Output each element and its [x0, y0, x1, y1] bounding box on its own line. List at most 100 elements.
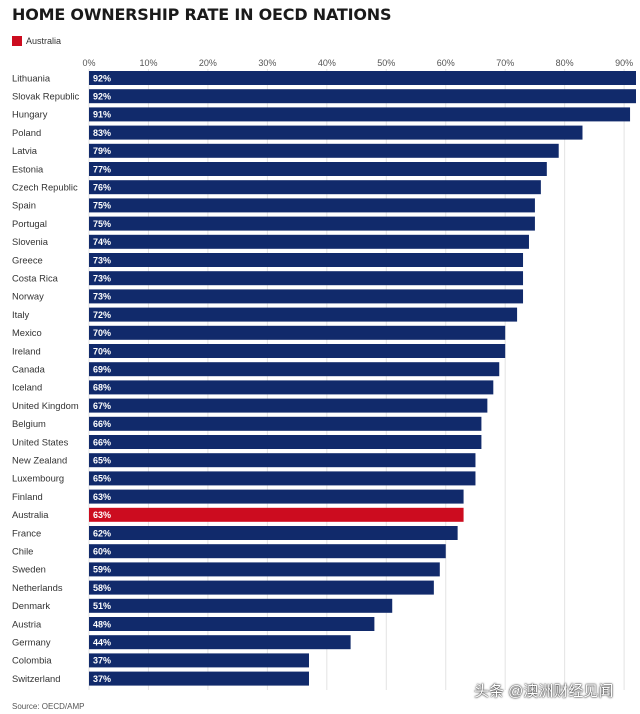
value-label: 73%: [93, 292, 111, 302]
value-label: 72%: [93, 310, 111, 320]
category-label: Czech Republic: [12, 182, 78, 193]
bar: [89, 471, 476, 486]
bar: [89, 362, 500, 377]
bar: [89, 162, 547, 176]
value-label: 77%: [93, 164, 111, 174]
category-label: Australia: [12, 509, 49, 520]
value-label: 63%: [93, 510, 111, 520]
category-label: Netherlands: [12, 582, 63, 593]
category-label: Slovenia: [12, 236, 49, 247]
category-label: Italy: [12, 309, 30, 320]
value-label: 91%: [93, 110, 111, 120]
bar: [89, 653, 309, 668]
bar: [89, 71, 636, 85]
category-label: Denmark: [12, 600, 50, 611]
bar: [89, 344, 506, 358]
bar: [89, 416, 482, 431]
category-label: Ireland: [12, 345, 41, 356]
category-label: United Kingdom: [12, 400, 79, 411]
value-label: 69%: [93, 365, 111, 375]
bar: [89, 562, 440, 577]
x-tick-label: 60%: [437, 58, 455, 68]
value-label: 37%: [93, 656, 111, 666]
legend-label-australia: Australia: [26, 36, 62, 46]
category-label: Finland: [12, 491, 43, 502]
value-label: 44%: [93, 638, 111, 648]
bar: [89, 617, 375, 631]
category-label: Portugal: [12, 218, 47, 229]
bar: [89, 271, 524, 286]
bar: [89, 307, 518, 322]
value-label: 66%: [93, 419, 111, 429]
category-label: Switzerland: [12, 673, 60, 684]
category-label: Slovak Republic: [12, 91, 80, 102]
value-label: 70%: [93, 346, 111, 356]
bar: [89, 143, 559, 158]
bar: [89, 253, 524, 267]
category-label: Sweden: [12, 564, 46, 575]
bar: [89, 234, 529, 249]
category-label: Luxembourg: [12, 473, 64, 484]
category-label: France: [12, 527, 41, 538]
category-label: Spain: [12, 200, 36, 211]
category-label: Hungary: [12, 109, 48, 120]
bar: [89, 507, 464, 522]
value-label: 66%: [93, 437, 111, 447]
bar: [89, 289, 524, 304]
x-tick-label: 20%: [199, 58, 217, 68]
source-note: Source: OECD/AMP: [12, 702, 85, 711]
x-tick-label: 30%: [258, 58, 276, 68]
category-label: Norway: [12, 291, 44, 302]
category-label: Mexico: [12, 327, 42, 338]
value-label: 92%: [93, 92, 111, 102]
x-tick-label: 50%: [377, 58, 395, 68]
value-label: 75%: [93, 219, 111, 229]
value-label: 79%: [93, 146, 111, 156]
chart-title: HOME OWNERSHIP RATE IN OECD NATIONS: [12, 5, 392, 24]
bar: [89, 125, 583, 140]
category-label: Latvia: [12, 145, 38, 156]
category-label: Colombia: [12, 655, 52, 666]
value-label: 75%: [93, 201, 111, 211]
bar: [89, 453, 476, 468]
value-label: 76%: [93, 183, 111, 193]
category-label: Canada: [12, 364, 46, 375]
bar: [89, 671, 309, 686]
bar: [89, 544, 446, 559]
value-label: 58%: [93, 583, 111, 593]
x-tick-label: 10%: [139, 58, 157, 68]
value-label: 51%: [93, 601, 111, 611]
x-tick-label: 40%: [318, 58, 336, 68]
value-label: 65%: [93, 474, 111, 484]
bar: [89, 380, 494, 395]
bar: [89, 598, 393, 613]
category-label: Belgium: [12, 418, 46, 429]
value-label: 92%: [93, 73, 111, 83]
value-label: 73%: [93, 274, 111, 284]
x-tick-label: 0%: [82, 58, 95, 68]
bar: [89, 435, 482, 449]
category-label: Greece: [12, 254, 43, 265]
bar: [89, 489, 464, 504]
bar: [89, 107, 631, 122]
value-label: 62%: [93, 528, 111, 538]
category-label: Germany: [12, 637, 51, 648]
value-label: 63%: [93, 492, 111, 502]
value-label: 73%: [93, 255, 111, 265]
watermark: 头条 @澳洲财经见闻: [474, 683, 614, 700]
bar: [89, 635, 351, 650]
bar: [89, 526, 458, 540]
category-label: United States: [12, 436, 69, 447]
x-tick-label: 70%: [496, 58, 514, 68]
bar: [89, 398, 488, 413]
value-label: 65%: [93, 456, 111, 466]
bar: [89, 180, 541, 195]
value-label: 59%: [93, 565, 111, 575]
value-label: 70%: [93, 328, 111, 338]
bar: [89, 198, 535, 213]
value-label: 74%: [93, 237, 111, 247]
category-label: Poland: [12, 127, 41, 138]
bar: [89, 325, 506, 340]
category-label: Estonia: [12, 163, 44, 174]
